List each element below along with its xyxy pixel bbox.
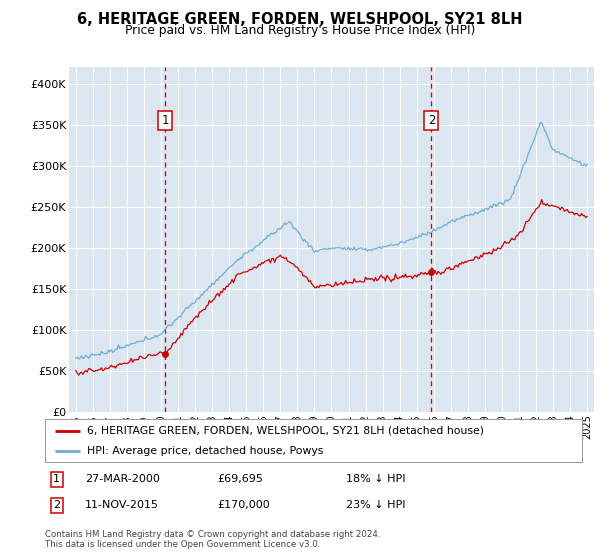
Text: Contains HM Land Registry data © Crown copyright and database right 2024.: Contains HM Land Registry data © Crown c…: [45, 530, 380, 539]
Text: 1: 1: [161, 114, 169, 127]
Text: This data is licensed under the Open Government Licence v3.0.: This data is licensed under the Open Gov…: [45, 540, 320, 549]
Text: £170,000: £170,000: [217, 500, 269, 510]
Text: 11-NOV-2015: 11-NOV-2015: [85, 500, 159, 510]
Text: £69,695: £69,695: [217, 474, 263, 484]
Text: 2: 2: [428, 114, 435, 127]
Text: 18% ↓ HPI: 18% ↓ HPI: [346, 474, 405, 484]
Text: 6, HERITAGE GREEN, FORDEN, WELSHPOOL, SY21 8LH: 6, HERITAGE GREEN, FORDEN, WELSHPOOL, SY…: [77, 12, 523, 27]
Text: Price paid vs. HM Land Registry's House Price Index (HPI): Price paid vs. HM Land Registry's House …: [125, 24, 475, 37]
Text: 27-MAR-2000: 27-MAR-2000: [85, 474, 160, 484]
Text: 2: 2: [53, 500, 61, 510]
Text: HPI: Average price, detached house, Powys: HPI: Average price, detached house, Powy…: [87, 446, 323, 456]
Text: 1: 1: [53, 474, 61, 484]
Text: 6, HERITAGE GREEN, FORDEN, WELSHPOOL, SY21 8LH (detached house): 6, HERITAGE GREEN, FORDEN, WELSHPOOL, SY…: [87, 426, 484, 436]
Text: 23% ↓ HPI: 23% ↓ HPI: [346, 500, 405, 510]
